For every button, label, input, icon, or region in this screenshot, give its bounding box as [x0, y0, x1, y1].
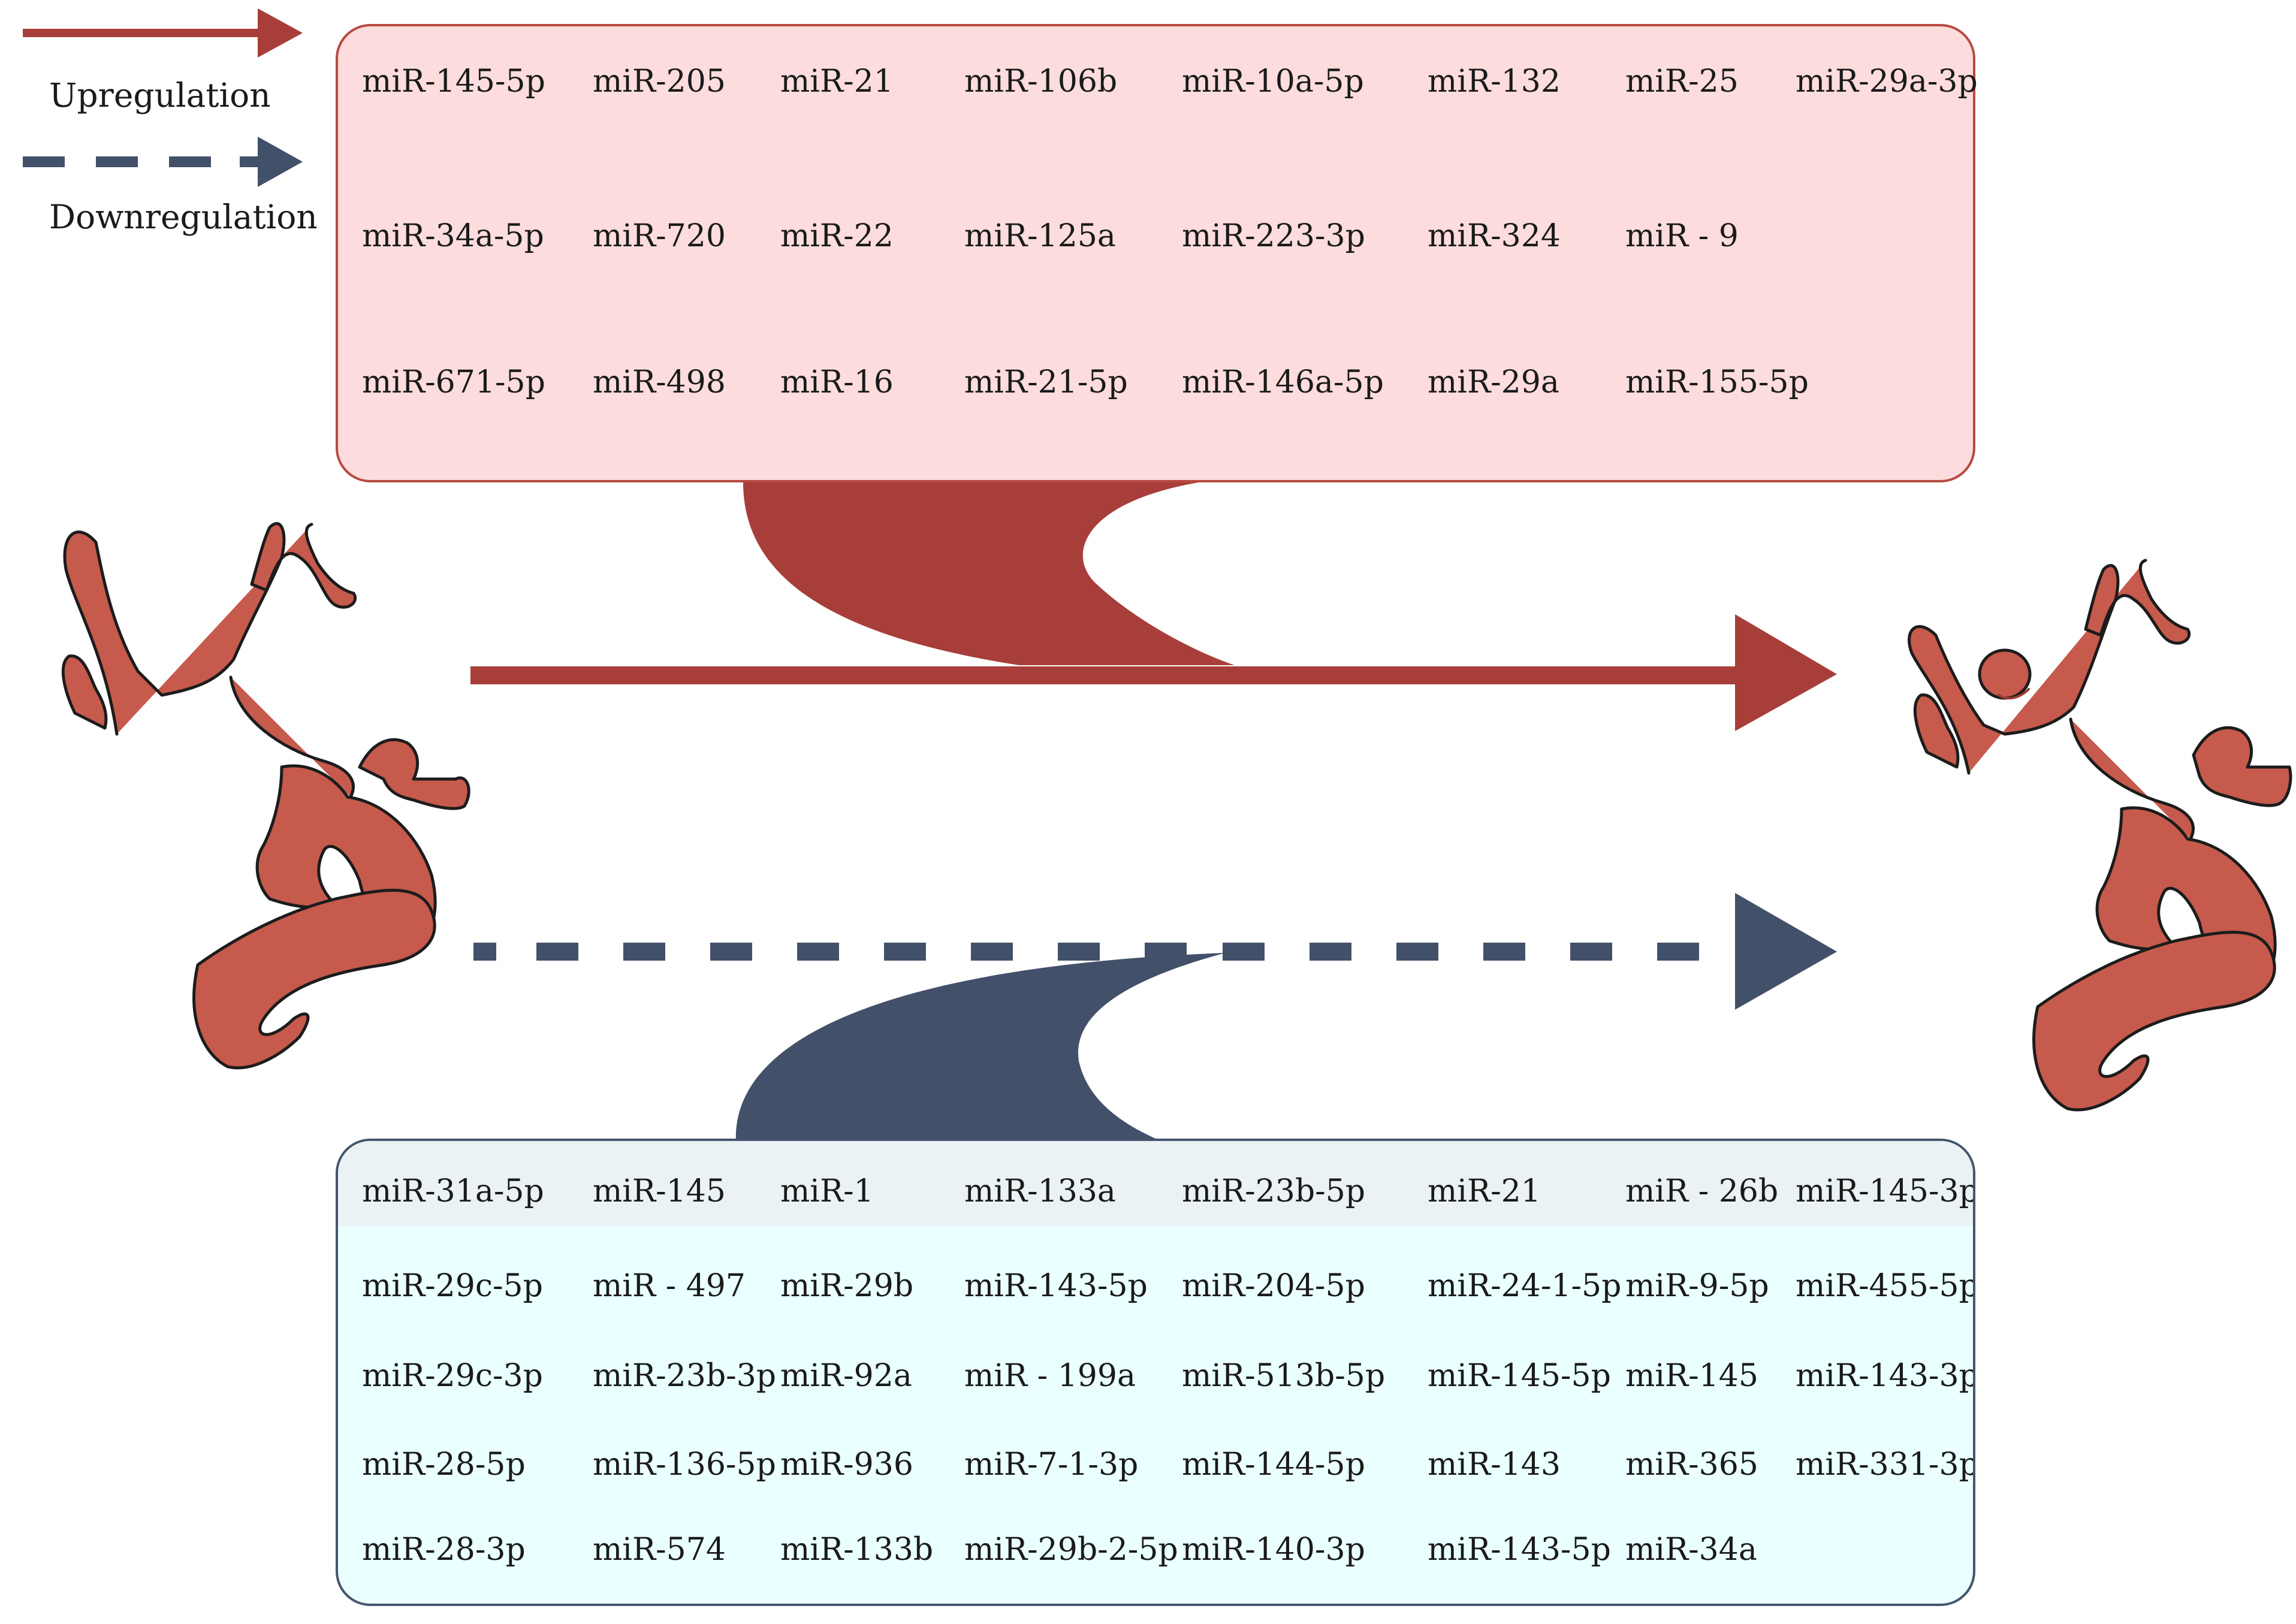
upregulation-arrow: [470, 614, 1837, 731]
downregulated-mirna-cell: miR-936: [780, 1447, 913, 1483]
upregulated-mirna-cell: miR-106b: [964, 64, 1118, 99]
legend-upregulation-label: Upregulation: [49, 76, 271, 114]
downregulated-mirna-cell: miR-145-3p: [1796, 1173, 1975, 1209]
upregulated-mirna-cell: miR-21-5p: [964, 364, 1128, 400]
downregulated-mirna-cell: miR-574: [593, 1532, 726, 1568]
upregulated-mirna-cell: miR-25: [1625, 64, 1739, 99]
upregulated-mirna-cell: miR-671-5p: [362, 364, 545, 400]
downregulated-mirna-cell: miR-136-5p: [593, 1447, 776, 1483]
downregulated-mirna-cell: miR-204-5p: [1182, 1268, 1365, 1304]
upregulated-mirna-cell: miR-145-5p: [362, 64, 545, 99]
upregulated-mirna-cell: miR-16: [780, 364, 894, 400]
upregulated-mirna-cell: miR-29a-3p: [1796, 64, 1978, 99]
upregulated-mirna-cell: miR-34a-5p: [362, 218, 544, 254]
upregulated-mirna-cell: miR-498: [593, 364, 726, 400]
upregulated-mirna-cell: miR - 9: [1625, 218, 1739, 254]
artery-aneurysm-icon: [1908, 559, 2292, 1112]
downregulated-mirna-cell: miR-29c-3p: [362, 1358, 543, 1394]
upregulated-mirna-cell: miR-205: [593, 64, 726, 99]
downregulated-mirna-cell: miR-29c-5p: [362, 1268, 543, 1304]
upregulated-mirna-cell: miR-21: [780, 64, 894, 99]
downregulated-mirna-cell: miR-144-5p: [1182, 1447, 1365, 1483]
downregulated-mirna-cell: miR - 26b: [1625, 1173, 1779, 1209]
downregulated-mirna-cell: miR-143: [1428, 1447, 1561, 1483]
downregulated-mirna-cell: miR-23b-5p: [1182, 1173, 1366, 1209]
downregulation-flow-ribbon: [735, 953, 1226, 1142]
upregulated-mirna-cell: miR-10a-5p: [1182, 64, 1364, 99]
downregulated-mirna-cell: miR-133b: [780, 1532, 934, 1568]
downregulated-mirna-cell: miR-145: [1625, 1358, 1758, 1394]
upregulation-flow-ribbon: [743, 482, 1235, 665]
upregulated-mirna-cell: miR-324: [1428, 218, 1561, 254]
downregulated-mirna-cell: miR-145: [593, 1173, 726, 1209]
downregulated-mirna-cell: miR-7-1-3p: [964, 1447, 1139, 1483]
downregulated-mirna-cell: miR-29b-2-5p: [964, 1532, 1178, 1568]
downregulated-mirna-cell: miR - 497: [593, 1268, 746, 1304]
downregulated-mirna-cell: miR-143-5p: [1428, 1532, 1611, 1568]
downregulated-mirna-cell: miR-455-5p: [1796, 1268, 1975, 1304]
upregulated-mirna-cell: miR-146a-5p: [1182, 364, 1384, 400]
downregulated-mirna-cell: miR-34a: [1625, 1532, 1757, 1568]
upregulated-mirna-cell: miR-720: [593, 218, 726, 254]
downregulated-mirna-cell: miR-29b: [780, 1268, 914, 1304]
downregulated-mirna-cell: miR-92a: [780, 1358, 912, 1394]
downregulated-mirna-cell: miR-513b-5p: [1182, 1358, 1386, 1394]
downregulated-mirna-cell: miR-133a: [964, 1173, 1116, 1209]
downregulated-mirna-cell: miR-23b-3p: [593, 1358, 777, 1394]
upregulated-mirna-cell: miR-29a: [1428, 364, 1559, 400]
downregulated-mirna-cell: miR-9-5p: [1625, 1268, 1769, 1304]
upregulated-mirna-cell: miR-22: [780, 218, 894, 254]
legend-downregulation-label: Downregulation: [49, 198, 318, 236]
downregulated-mirna-cell: miR-28-3p: [362, 1532, 526, 1568]
downregulation-arrow: [473, 893, 1837, 1010]
downregulated-mirna-cell: miR-143-5p: [964, 1268, 1148, 1304]
artery-normal-icon: [61, 522, 470, 1070]
upregulated-mirna-cell: miR-125a: [964, 218, 1116, 254]
downregulated-mirna-cell: miR-31a-5p: [362, 1173, 544, 1209]
downregulated-mirna-cell: miR-28-5p: [362, 1447, 526, 1483]
upregulated-mirna-box: miR-145-5p miR-205 miR-21 miR-106b miR-10a-5…: [336, 24, 1978, 482]
downregulated-mirna-cell: miR-21: [1428, 1173, 1541, 1209]
legend-upregulation-arrow: [23, 8, 303, 58]
upregulated-mirna-cell: miR-223-3p: [1182, 218, 1365, 254]
downregulated-mirna-cell: miR-331-3p: [1796, 1447, 1975, 1483]
downregulated-header-band: [338, 1141, 1973, 1226]
upregulated-mirna-cell: miR-155-5p: [1625, 364, 1809, 400]
downregulated-mirna-cell: miR-24-1-5p: [1428, 1268, 1622, 1304]
legend-downregulation-arrow: [23, 137, 303, 187]
downregulated-mirna-cell: miR-140-3p: [1182, 1532, 1365, 1568]
downregulated-mirna-cell: miR - 199a: [964, 1358, 1136, 1394]
upregulated-mirna-cell: miR-132: [1428, 64, 1561, 99]
downregulated-mirna-cell: miR-143-3p: [1796, 1358, 1975, 1394]
downregulated-mirna-cell: miR-145-5p: [1428, 1358, 1611, 1394]
downregulated-mirna-cell: miR-365: [1625, 1447, 1758, 1483]
downregulated-mirna-box: miR-31a-5p miR-145 miR-1 miR-133a miR-23b-5p…: [336, 1139, 1975, 1606]
downregulated-mirna-cell: miR-1: [780, 1173, 874, 1209]
